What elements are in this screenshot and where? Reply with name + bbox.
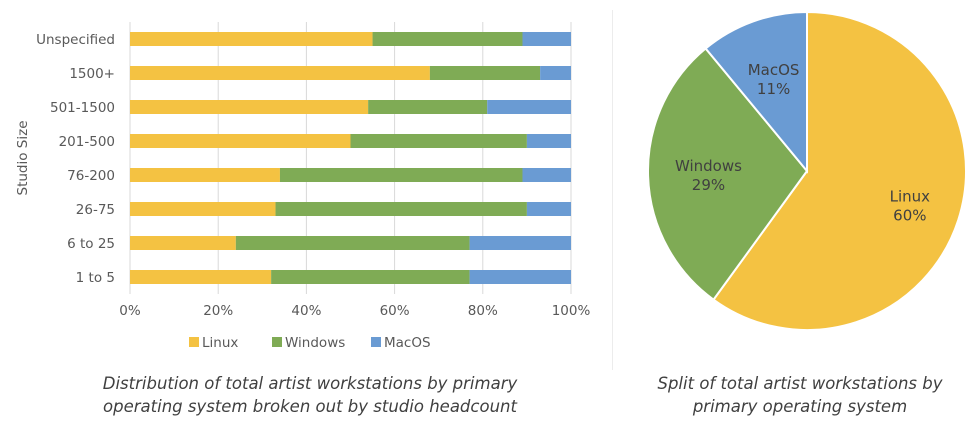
pie-slice-linux [712,10,967,331]
pie-chart-caption: Split of total artist workstations by pr… [640,372,960,418]
pie-caption-line-1: Split of total artist workstations by [657,374,943,393]
y-tick-label: 1 to 5 [76,270,115,286]
x-tick-label: 40% [291,303,321,319]
pie-slice-windows [647,47,809,302]
bar-caption-line-1: Distribution of total artist workstation… [102,374,518,393]
bar-segment-macos [522,168,571,182]
legend-label-macos: MacOS [384,335,431,351]
y-tick-label: 1500+ [69,66,115,82]
x-tick-label: 100% [552,303,591,319]
x-tick-label: 0% [119,303,141,319]
bar-segment-linux [130,270,272,284]
legend-label-windows: Windows [285,335,345,351]
bar-segment-windows [368,100,488,114]
bar-chart-caption: Distribution of total artist workstation… [60,372,560,418]
y-tick-label: 76-200 [67,168,115,184]
bar-segment-macos [526,134,571,148]
legend-swatch-linux [189,337,199,347]
bar-segment-windows [350,134,527,148]
y-tick-label: 501-1500 [50,100,115,116]
legend-swatch-macos [371,337,381,347]
bar-segment-linux [130,236,236,250]
bar-segment-windows [372,32,523,46]
bar-segment-macos [526,202,571,216]
pie-caption-line-2: primary operating system [692,397,908,416]
legend-label-linux: Linux [202,335,238,351]
stacked-bar-chart: 0% 20% 40% 60% 80% 100% Unspecified 1500+ 501-15… [15,22,591,351]
bar-segment-windows [235,236,470,250]
divider-line [612,10,613,370]
pie-label-windows: Windows [675,157,742,175]
x-tick-label: 60% [380,303,410,319]
bar-segment-macos [469,270,571,284]
bar-segment-linux [130,32,373,46]
legend-swatch-windows [272,337,282,347]
y-tick-label: 26-75 [76,202,115,218]
y-tick-label: 201-500 [59,134,115,150]
pie-label-linux: Linux [890,187,931,205]
y-tick-label: Unspecified [36,32,115,48]
bar-segment-windows [275,202,527,216]
x-tick-label: 80% [468,303,498,319]
pie-slice-macos [704,10,808,174]
bar-segment-linux [130,66,430,80]
x-tick-label: 20% [203,303,233,319]
bar-segment-linux [130,202,276,216]
bar-segment-macos [522,32,571,46]
pie-value-windows: 29% [692,176,725,194]
bar-caption-line-2: operating system broken out by studio he… [103,397,517,416]
bar-segment-macos [540,66,571,80]
bar-segment-linux [130,134,351,148]
bar-segment-windows [279,168,523,182]
pie-value-macos: 11% [757,80,790,98]
bar-segment-windows [271,270,470,284]
pie-value-linux: 60% [893,206,926,224]
bar-segment-linux [130,100,369,114]
y-axis-label: Studio Size [15,120,31,195]
bar-segment-macos [487,100,571,114]
y-tick-label: 6 to 25 [67,236,115,252]
bar-segment-macos [469,236,571,250]
bar-segment-windows [429,66,541,80]
bar-segment-linux [130,168,280,182]
pie-label-macos: MacOS [748,61,800,79]
